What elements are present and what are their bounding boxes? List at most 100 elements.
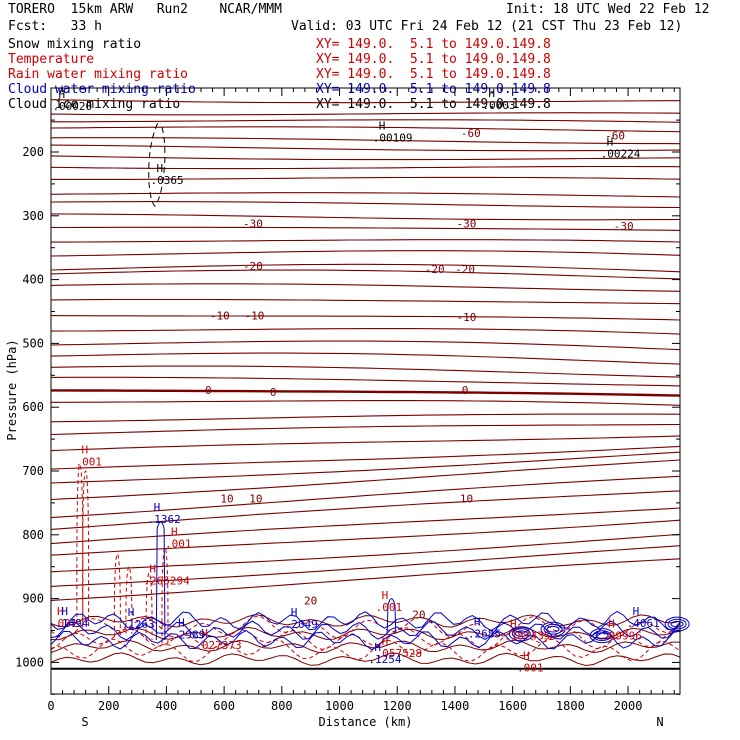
isotherm-line [50,201,681,209]
isotherm-line [50,155,681,161]
isotherm-line [50,263,681,273]
isotherm-line [51,389,681,397]
isotherm-line [50,459,681,501]
maximum-marker-h: H [382,635,389,648]
maximum-marker-h: H [61,605,68,618]
maximum-marker-h: H [171,526,178,539]
isotherm-label: 10 [249,492,262,505]
maximum-marker-h: H [201,627,208,640]
rain-contour [50,616,681,640]
isotherm-label: 0 [205,384,212,397]
isotherm-label: 20 [412,609,425,622]
maximum-value-label: .2685 [468,628,501,641]
maximum-value-label: .265294 [143,575,190,588]
maximum-value-label: .001 [51,617,78,630]
isotherm-line [51,119,681,123]
isotherm-line [50,283,681,292]
maximum-marker-h: H [154,501,161,514]
isotherm-line [50,112,681,116]
field-xy-snow: XY= 149.0. 5.1 to 149.0.149.8 [316,37,551,52]
maximum-value-label: .00020 [52,100,92,113]
isotherm-label: -60 [605,129,625,142]
maximum-value-label: .00109 [373,131,413,144]
isotherm-line [50,376,681,387]
maximum-marker-h: H [382,589,389,602]
isotherm-line [50,298,681,305]
isotherm-line [50,413,680,423]
x-tick-label: 600 [213,699,235,713]
isotherm-line [50,144,681,152]
maximum-marker-h: H [82,443,89,456]
init-time: Init: 18 UTC Wed 22 Feb 12 [506,2,710,17]
isotherm-line [50,165,681,170]
isotherm-label: 0 [462,384,469,397]
isotherm-line [51,226,681,231]
cloud-water-contour [595,632,609,639]
isotherm-line [50,507,681,545]
y-axis-label: Pressure (hPa) [5,339,19,440]
isotherm-label: -10 [244,309,264,322]
maximum-marker-h: H [607,135,614,148]
cloud-water-contour [50,610,681,632]
isotherm-label: -20 [425,263,445,276]
isotherm-line [50,533,681,573]
isotherm-line [50,519,681,556]
y-tick-label: 200 [22,145,44,159]
south-end-label: S [81,715,88,729]
maximum-marker-h: H [149,563,156,576]
maximum-marker-h: H [510,618,517,631]
y-tick-label: 500 [22,336,44,350]
maximum-value-label: .001 [165,538,192,551]
isotherm-line [51,176,681,180]
maximum-value-label: .1254 [368,653,401,666]
isotherm-label: -30 [457,217,477,230]
cloud-water-contour [667,618,687,630]
field-xy-temperature: XY= 149.0. 5.1 to 149.0.149.8 [316,52,551,67]
x-tick-label: 200 [98,699,120,713]
x-tick-label: 1600 [498,699,527,713]
maximum-value-label: .09996 [602,630,642,643]
model-title: TORERO 15km ARW Run2 NCAR/MMM [8,2,282,17]
maximum-marker-h: H [128,606,135,619]
maximum-marker-h: H [58,88,65,101]
maximum-value-label: .187435 [504,630,550,643]
isotherm-line [50,475,681,519]
cloud-water-contour [50,620,681,641]
rain-contour [82,470,90,628]
isotherm-line [50,328,681,335]
plot-frame [50,87,681,695]
cloud-water-contour [155,521,166,641]
cloud-water-contour [592,630,612,642]
y-tick-label: 700 [22,464,44,478]
valid-time: Valid: 03 UTC Fri 24 Feb 12 (21 CST Thu … [291,19,683,34]
isotherm-line [50,192,681,198]
maximum-value-label: .0365 [151,174,184,187]
field-xy-cloud-water: XY= 149.0. 5.1 to 149.0.149.8 [316,82,551,97]
maximum-marker-h: H [474,616,481,629]
field-label-rain: Rain water mixing ratio [8,67,189,82]
isotherm-line [50,490,681,530]
isotherm-line [50,340,681,351]
maximum-value-label: .1362 [148,513,181,526]
isotherm-label: -30 [614,220,634,233]
x-tick-label: 1400 [440,699,469,713]
maximum-value-label: .2989 [172,628,205,641]
maximum-value-label: .2049 [285,618,318,631]
x-tick-label: 2000 [614,699,643,713]
isotherm-label: -20 [243,260,263,273]
maximum-marker-h: H [633,605,640,618]
cloud-water-contour [540,621,566,637]
maximum-value-label: .001 [376,601,403,614]
maximum-value-label: .027373 [195,639,241,652]
isotherm-line [50,315,681,321]
maximum-marker-h: H [374,641,381,654]
maximum-value-label: .00224 [601,147,641,160]
x-tick-label: 1800 [556,699,585,713]
x-tick-label: 800 [271,699,293,713]
cloud-water-contour [50,630,681,651]
isotherm-line [51,239,681,243]
rain-contour [76,464,84,625]
isotherm-label: -10 [210,309,230,322]
field-xy-rain: XY= 149.0. 5.1 to 149.0.149.8 [316,67,551,82]
field-xy-cloud-ice: XY= 149.0. 5.1 to 149.0.149.8 [316,97,551,112]
